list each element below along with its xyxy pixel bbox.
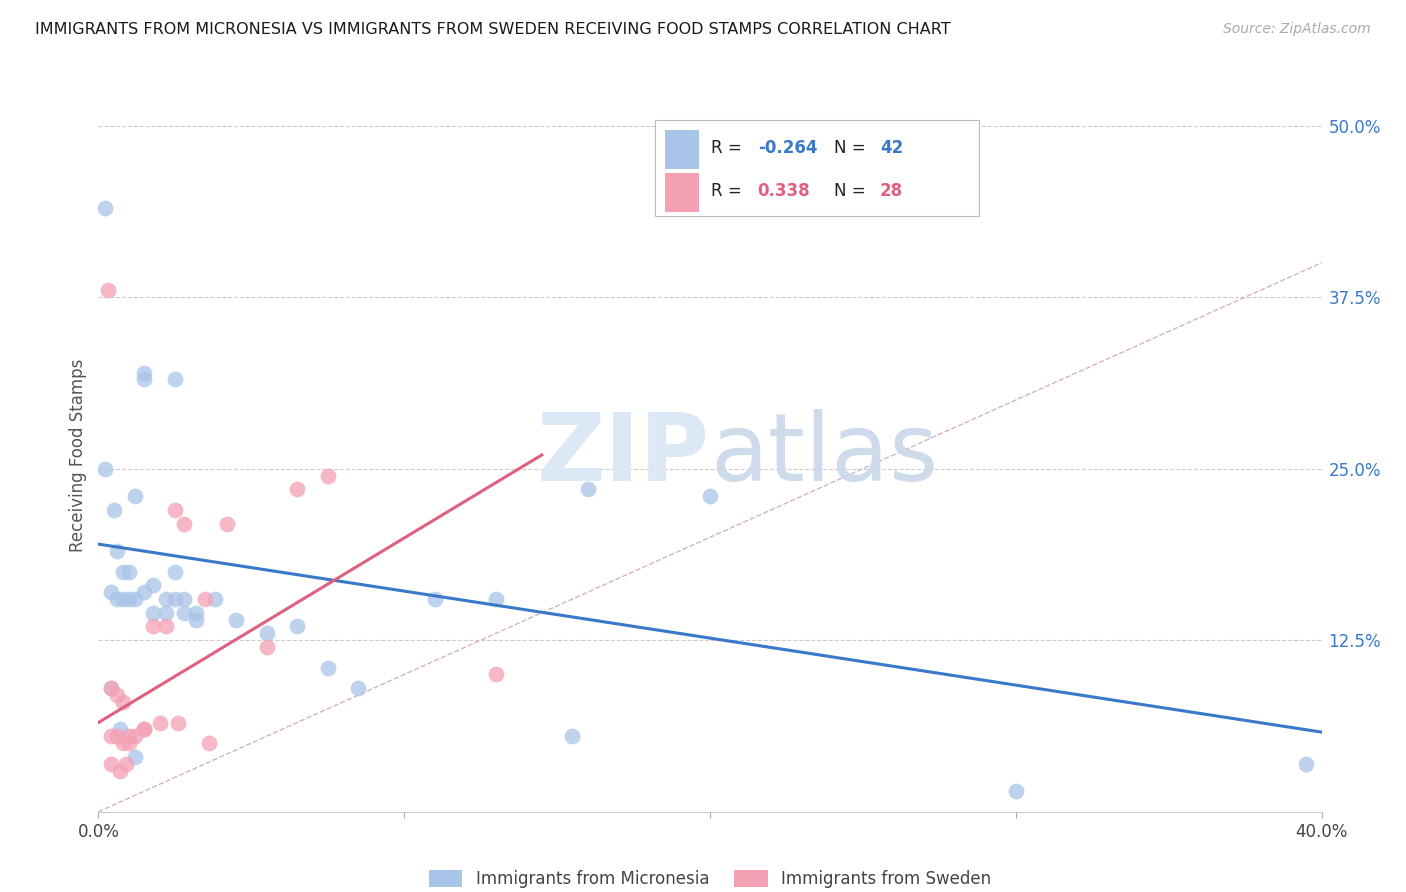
Point: [105, 544, 128, 558]
Point: [197, 736, 219, 750]
Point: [111, 695, 134, 709]
Point: [215, 516, 238, 531]
Point: [163, 565, 186, 579]
FancyBboxPatch shape: [665, 130, 699, 169]
Point: [576, 482, 599, 496]
Point: [97, 283, 120, 297]
Point: [155, 592, 177, 607]
Point: [134, 723, 156, 737]
Point: [256, 626, 278, 640]
Point: [100, 681, 122, 696]
Point: [115, 756, 138, 771]
Point: [561, 729, 583, 743]
Point: [142, 578, 165, 592]
Point: [108, 764, 131, 778]
Point: [485, 667, 508, 681]
Point: [124, 749, 146, 764]
Text: 0.338: 0.338: [758, 182, 810, 200]
Point: [100, 681, 122, 696]
Point: [194, 592, 217, 607]
Point: [1004, 784, 1026, 798]
Point: [118, 565, 141, 579]
Text: Source: ZipAtlas.com: Source: ZipAtlas.com: [1223, 22, 1371, 37]
Point: [485, 592, 508, 607]
Point: [423, 592, 446, 607]
Point: [163, 372, 186, 386]
Point: [108, 723, 131, 737]
Y-axis label: Receiving Food Stamps: Receiving Food Stamps: [69, 359, 87, 551]
Point: [186, 613, 208, 627]
Point: [155, 619, 177, 633]
Text: atlas: atlas: [710, 409, 938, 501]
Text: ZIP: ZIP: [537, 409, 710, 501]
Point: [134, 723, 156, 737]
Point: [105, 688, 128, 702]
Text: 28: 28: [880, 182, 903, 200]
Point: [163, 592, 186, 607]
Point: [149, 715, 172, 730]
Text: N =: N =: [834, 182, 870, 200]
Point: [173, 592, 195, 607]
FancyBboxPatch shape: [665, 173, 699, 212]
Point: [316, 468, 339, 483]
Text: N =: N =: [834, 139, 870, 157]
Point: [118, 729, 141, 743]
Point: [100, 585, 122, 599]
Point: [134, 372, 156, 386]
Point: [347, 681, 370, 696]
Point: [118, 736, 141, 750]
Point: [1295, 756, 1317, 771]
Legend: Immigrants from Micronesia, Immigrants from Sweden: Immigrants from Micronesia, Immigrants f…: [422, 863, 998, 892]
Point: [111, 592, 134, 607]
Point: [256, 640, 278, 654]
Point: [105, 729, 128, 743]
Point: [142, 606, 165, 620]
Point: [173, 516, 195, 531]
Point: [103, 503, 125, 517]
Point: [163, 503, 186, 517]
Point: [142, 619, 165, 633]
Text: 42: 42: [880, 139, 903, 157]
Point: [118, 592, 141, 607]
Point: [204, 592, 226, 607]
Point: [285, 482, 308, 496]
Point: [124, 489, 146, 503]
Point: [155, 606, 177, 620]
FancyBboxPatch shape: [655, 120, 979, 216]
Point: [93, 201, 115, 215]
Point: [285, 619, 308, 633]
Point: [225, 613, 247, 627]
Text: R =: R =: [711, 182, 747, 200]
Point: [124, 592, 146, 607]
Point: [100, 729, 122, 743]
Point: [699, 489, 721, 503]
Point: [124, 729, 146, 743]
Point: [186, 606, 208, 620]
Point: [173, 606, 195, 620]
Point: [134, 366, 156, 380]
Point: [93, 461, 115, 475]
Point: [111, 736, 134, 750]
Text: IMMIGRANTS FROM MICRONESIA VS IMMIGRANTS FROM SWEDEN RECEIVING FOOD STAMPS CORRE: IMMIGRANTS FROM MICRONESIA VS IMMIGRANTS…: [35, 22, 950, 37]
Point: [105, 592, 128, 607]
Text: R =: R =: [711, 139, 747, 157]
Point: [100, 756, 122, 771]
Point: [167, 715, 190, 730]
Text: -0.264: -0.264: [758, 139, 817, 157]
Point: [134, 585, 156, 599]
Point: [316, 660, 339, 674]
Point: [111, 565, 134, 579]
